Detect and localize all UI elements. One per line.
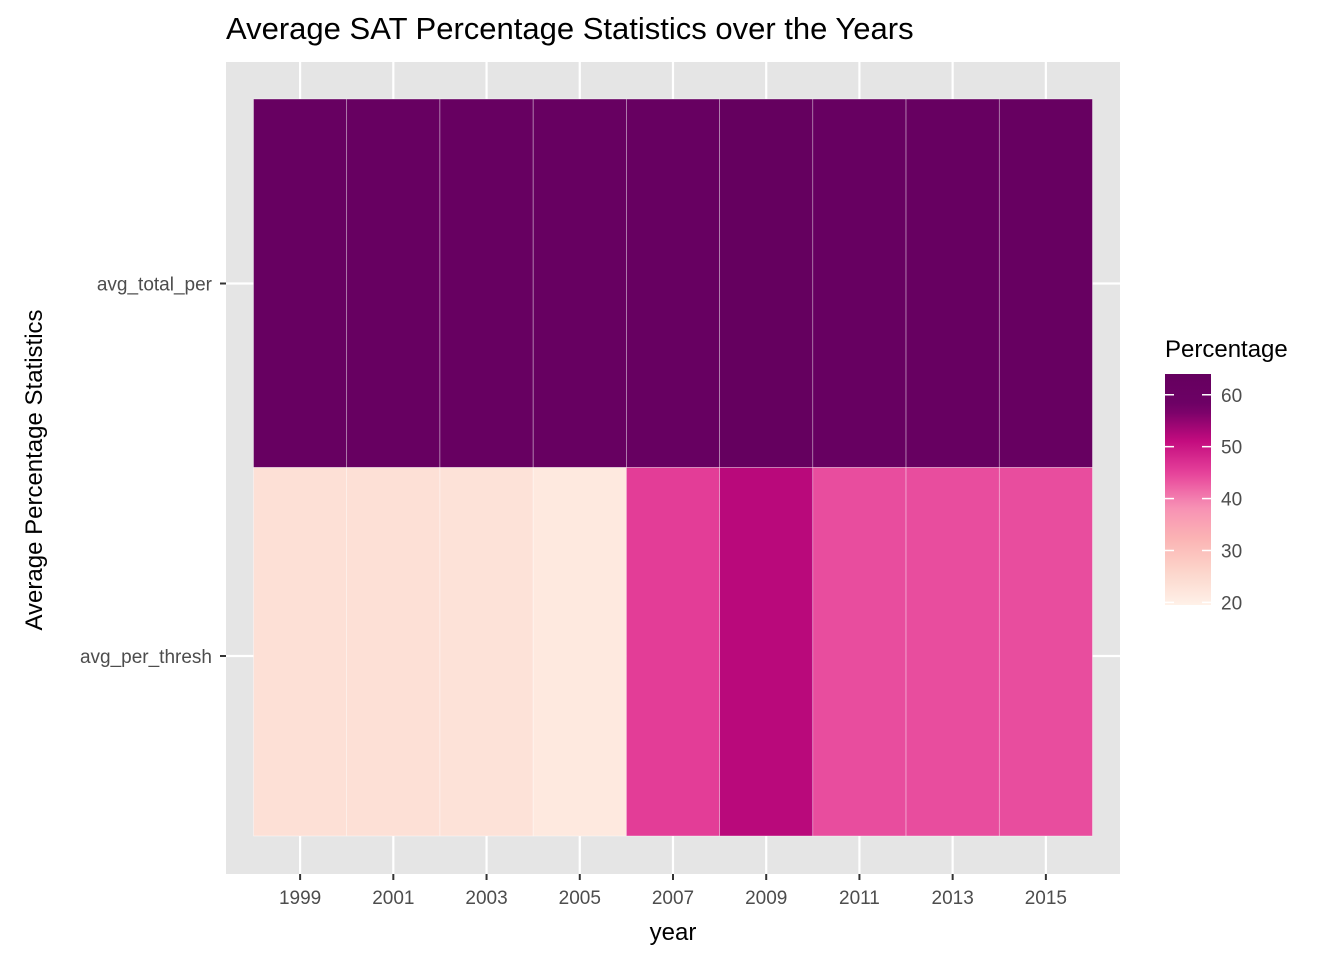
legend-tick-label: 50 [1221, 438, 1242, 459]
heatmap-cell [998, 98, 1093, 468]
y-axis: avg_total_per avg_per_thresh [80, 275, 226, 668]
x-tick-label: 2005 [559, 888, 601, 909]
x-tick-label: 2003 [465, 888, 507, 909]
x-tick-label: 1999 [279, 888, 321, 909]
heatmap-cell [905, 98, 1000, 468]
legend-tick-label: 30 [1221, 541, 1242, 562]
heatmap-cell [253, 98, 348, 468]
heatmap-cell [532, 467, 627, 837]
heatmap-cell [346, 467, 441, 837]
legend-tick-label: 20 [1221, 593, 1242, 614]
heatmap-cell [998, 467, 1093, 837]
x-tick-label: 2013 [932, 888, 974, 909]
x-tick-label: 2001 [372, 888, 414, 909]
y-axis-title: Average Percentage Statistics [21, 309, 48, 630]
x-tick-label: 2007 [652, 888, 694, 909]
heatmap-cell [812, 98, 907, 468]
legend-tick-label: 60 [1221, 386, 1242, 407]
heatmap-cells [253, 98, 1093, 837]
y-tick-label: avg_per_thresh [80, 647, 212, 668]
x-axis-title: year [650, 919, 697, 946]
x-tick-label: 2015 [1025, 888, 1067, 909]
y-tick-label: avg_total_per [97, 275, 213, 296]
heatmap-cell [719, 98, 814, 468]
x-tick-label: 2011 [839, 888, 880, 909]
legend-colorbar [1165, 374, 1211, 605]
color-legend: Percentage 20 30 40 50 60 [1165, 336, 1288, 614]
heatmap-cell [346, 98, 441, 468]
x-tick-label: 2009 [745, 888, 787, 909]
heatmap-cell [626, 98, 720, 468]
chart-title: Average SAT Percentage Statistics over t… [226, 11, 914, 46]
heatmap-cell [812, 467, 907, 837]
legend-title: Percentage [1165, 336, 1288, 363]
heatmap-cell [439, 467, 534, 837]
heatmap-cell [532, 98, 627, 468]
heatmap-cell [253, 467, 348, 837]
heatmap-cell [626, 467, 720, 837]
heatmap-cell [439, 98, 534, 468]
heatmap-cell [719, 467, 814, 837]
legend-tick-label: 40 [1221, 490, 1242, 511]
x-axis: 1999 2001 2003 2005 2007 2009 2011 2013 2015 [279, 874, 1067, 909]
heatmap-cell [905, 467, 1000, 837]
